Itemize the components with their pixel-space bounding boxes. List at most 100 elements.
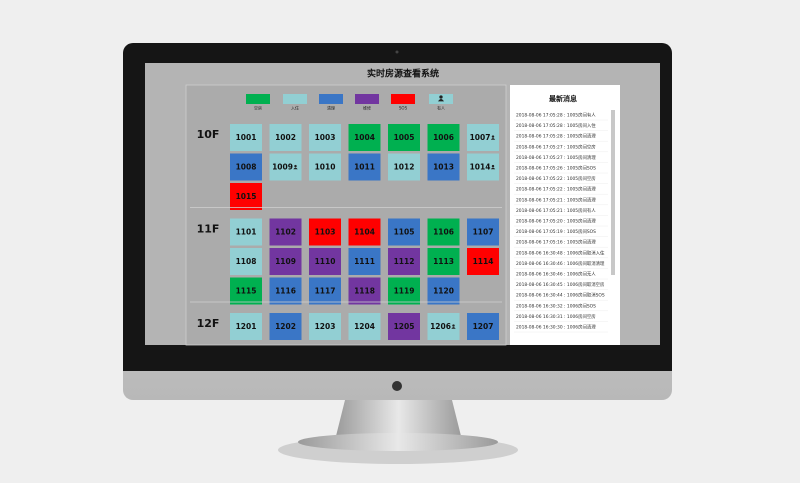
room-tile[interactable] — [348, 313, 381, 340]
room-number: 1010 — [315, 163, 336, 172]
person-icon — [439, 95, 443, 99]
room-tile[interactable] — [348, 277, 381, 305]
room-tile[interactable] — [348, 218, 381, 246]
room-number: 1204 — [354, 322, 375, 331]
room-number: 1111 — [354, 257, 375, 266]
room-tile[interactable] — [467, 313, 499, 340]
room-number: 1103 — [315, 228, 336, 237]
room-number: 1108 — [236, 257, 257, 266]
person-icon — [452, 324, 455, 327]
room-tile[interactable] — [388, 277, 420, 305]
room-tile[interactable] — [427, 218, 460, 246]
message-item: 2018-08-06 17:05:22 : 1005房间空房 — [516, 175, 596, 182]
person-icon — [451, 327, 456, 329]
room-tile[interactable] — [269, 248, 302, 275]
person-icon — [491, 164, 495, 168]
legend-label: 维修 — [363, 105, 371, 111]
room-tile[interactable] — [388, 313, 420, 340]
room-tile[interactable] — [230, 183, 262, 210]
room-tile[interactable] — [427, 248, 460, 275]
room-number: 1117 — [315, 287, 336, 296]
room-tile[interactable] — [269, 124, 302, 151]
room-tile[interactable] — [388, 218, 420, 246]
floor-label: 11F — [197, 223, 220, 236]
room-tile[interactable] — [230, 124, 262, 151]
room-number: 1008 — [236, 163, 257, 172]
message-panel — [510, 85, 620, 345]
room-tile[interactable] — [388, 248, 420, 275]
legend-label: SOS — [399, 106, 408, 111]
room-tile[interactable] — [467, 218, 499, 246]
person-icon — [490, 167, 496, 170]
room-tile[interactable] — [230, 248, 262, 275]
message-item: 2018-08-06 16:30:48 : 1006房间取消入住 — [516, 249, 605, 256]
room-tile[interactable] — [348, 248, 381, 275]
room-number: 1002 — [275, 133, 296, 142]
legend-swatch — [391, 94, 415, 104]
room-number: 1006 — [433, 133, 454, 142]
room-number: 1207 — [473, 322, 494, 331]
room-tile[interactable] — [309, 277, 341, 305]
message-item: 2018-08-06 17:05:22 : 1005房间清理 — [516, 186, 596, 193]
room-number: 1101 — [236, 228, 257, 237]
message-item: 2018-08-06 16:30:31 : 1006房间空房 — [516, 313, 596, 320]
room-number: 1118 — [354, 287, 375, 296]
person-icon — [490, 138, 496, 140]
legend-swatch — [319, 94, 343, 104]
message-item: 2018-08-06 17:05:28 : 1005房间清理 — [516, 133, 596, 140]
room-tile[interactable] — [388, 124, 420, 151]
scrollbar[interactable] — [611, 110, 615, 275]
room-tile[interactable] — [230, 153, 262, 181]
room-number: 1205 — [394, 322, 415, 331]
stand-base — [298, 433, 498, 451]
room-tile[interactable] — [348, 153, 381, 181]
room-grid: 10F 1001 1002 1003 1004 1005 1006 1007 1008 1009 1… — [190, 124, 502, 340]
room-number: 1105 — [394, 228, 415, 237]
room-number: 1120 — [433, 287, 454, 296]
room-tile[interactable] — [269, 218, 302, 246]
legend-label: 入住 — [291, 105, 299, 111]
room-tile[interactable] — [230, 218, 262, 246]
room-tile[interactable] — [348, 124, 381, 151]
room-number: 1119 — [394, 287, 415, 296]
room-tile[interactable] — [230, 277, 262, 305]
message-item: 2018-08-06 17:05:20 : 1005房间清理 — [516, 218, 596, 225]
room-tile[interactable] — [427, 124, 460, 151]
room-tile[interactable] — [467, 248, 499, 275]
room-number: 1114 — [473, 257, 494, 266]
room-tile[interactable] — [427, 277, 460, 305]
room-tile[interactable] — [309, 313, 341, 340]
floor-label: 10F — [197, 128, 220, 141]
camera — [395, 50, 399, 54]
room-number: 1004 — [354, 133, 375, 142]
room-tile[interactable] — [309, 153, 341, 181]
room-number: 1011 — [354, 163, 375, 172]
room-number: 1202 — [275, 322, 296, 331]
room-number: 1001 — [236, 133, 257, 142]
room-tile[interactable] — [309, 124, 341, 151]
message-item: 2018-08-06 17:05:21 : 1005房间有人 — [516, 207, 596, 214]
message-item: 2018-08-06 16:30:45 : 1006房间取消空房 — [516, 281, 605, 288]
message-item: 2018-08-06 16:30:30 : 1006房间清理 — [516, 324, 596, 331]
room-tile[interactable] — [427, 153, 460, 181]
person-icon — [293, 167, 298, 170]
room-number: 1102 — [275, 228, 296, 237]
room-tile[interactable] — [309, 218, 341, 246]
message-item: 2018-08-06 17:05:28 : 1005房间有人 — [516, 112, 596, 119]
room-tile[interactable] — [269, 277, 302, 305]
room-number: 1106 — [433, 228, 454, 237]
room-tile[interactable] — [309, 248, 341, 275]
legend-label: 清理 — [327, 105, 335, 111]
room-tile[interactable] — [269, 313, 302, 340]
person-icon — [438, 99, 444, 102]
room-number: 1112 — [394, 257, 415, 266]
room-number: 1113 — [433, 257, 454, 266]
room-tile[interactable] — [230, 313, 262, 340]
message-item: 2018-08-06 17:05:21 : 1005房间清理 — [516, 196, 596, 203]
app-title: 实时房源查看系统 — [367, 68, 439, 80]
room-tile[interactable] — [388, 153, 420, 181]
message-title: 最新消息 — [549, 94, 577, 103]
logo — [392, 381, 402, 391]
room-number: 1206 — [430, 322, 451, 331]
